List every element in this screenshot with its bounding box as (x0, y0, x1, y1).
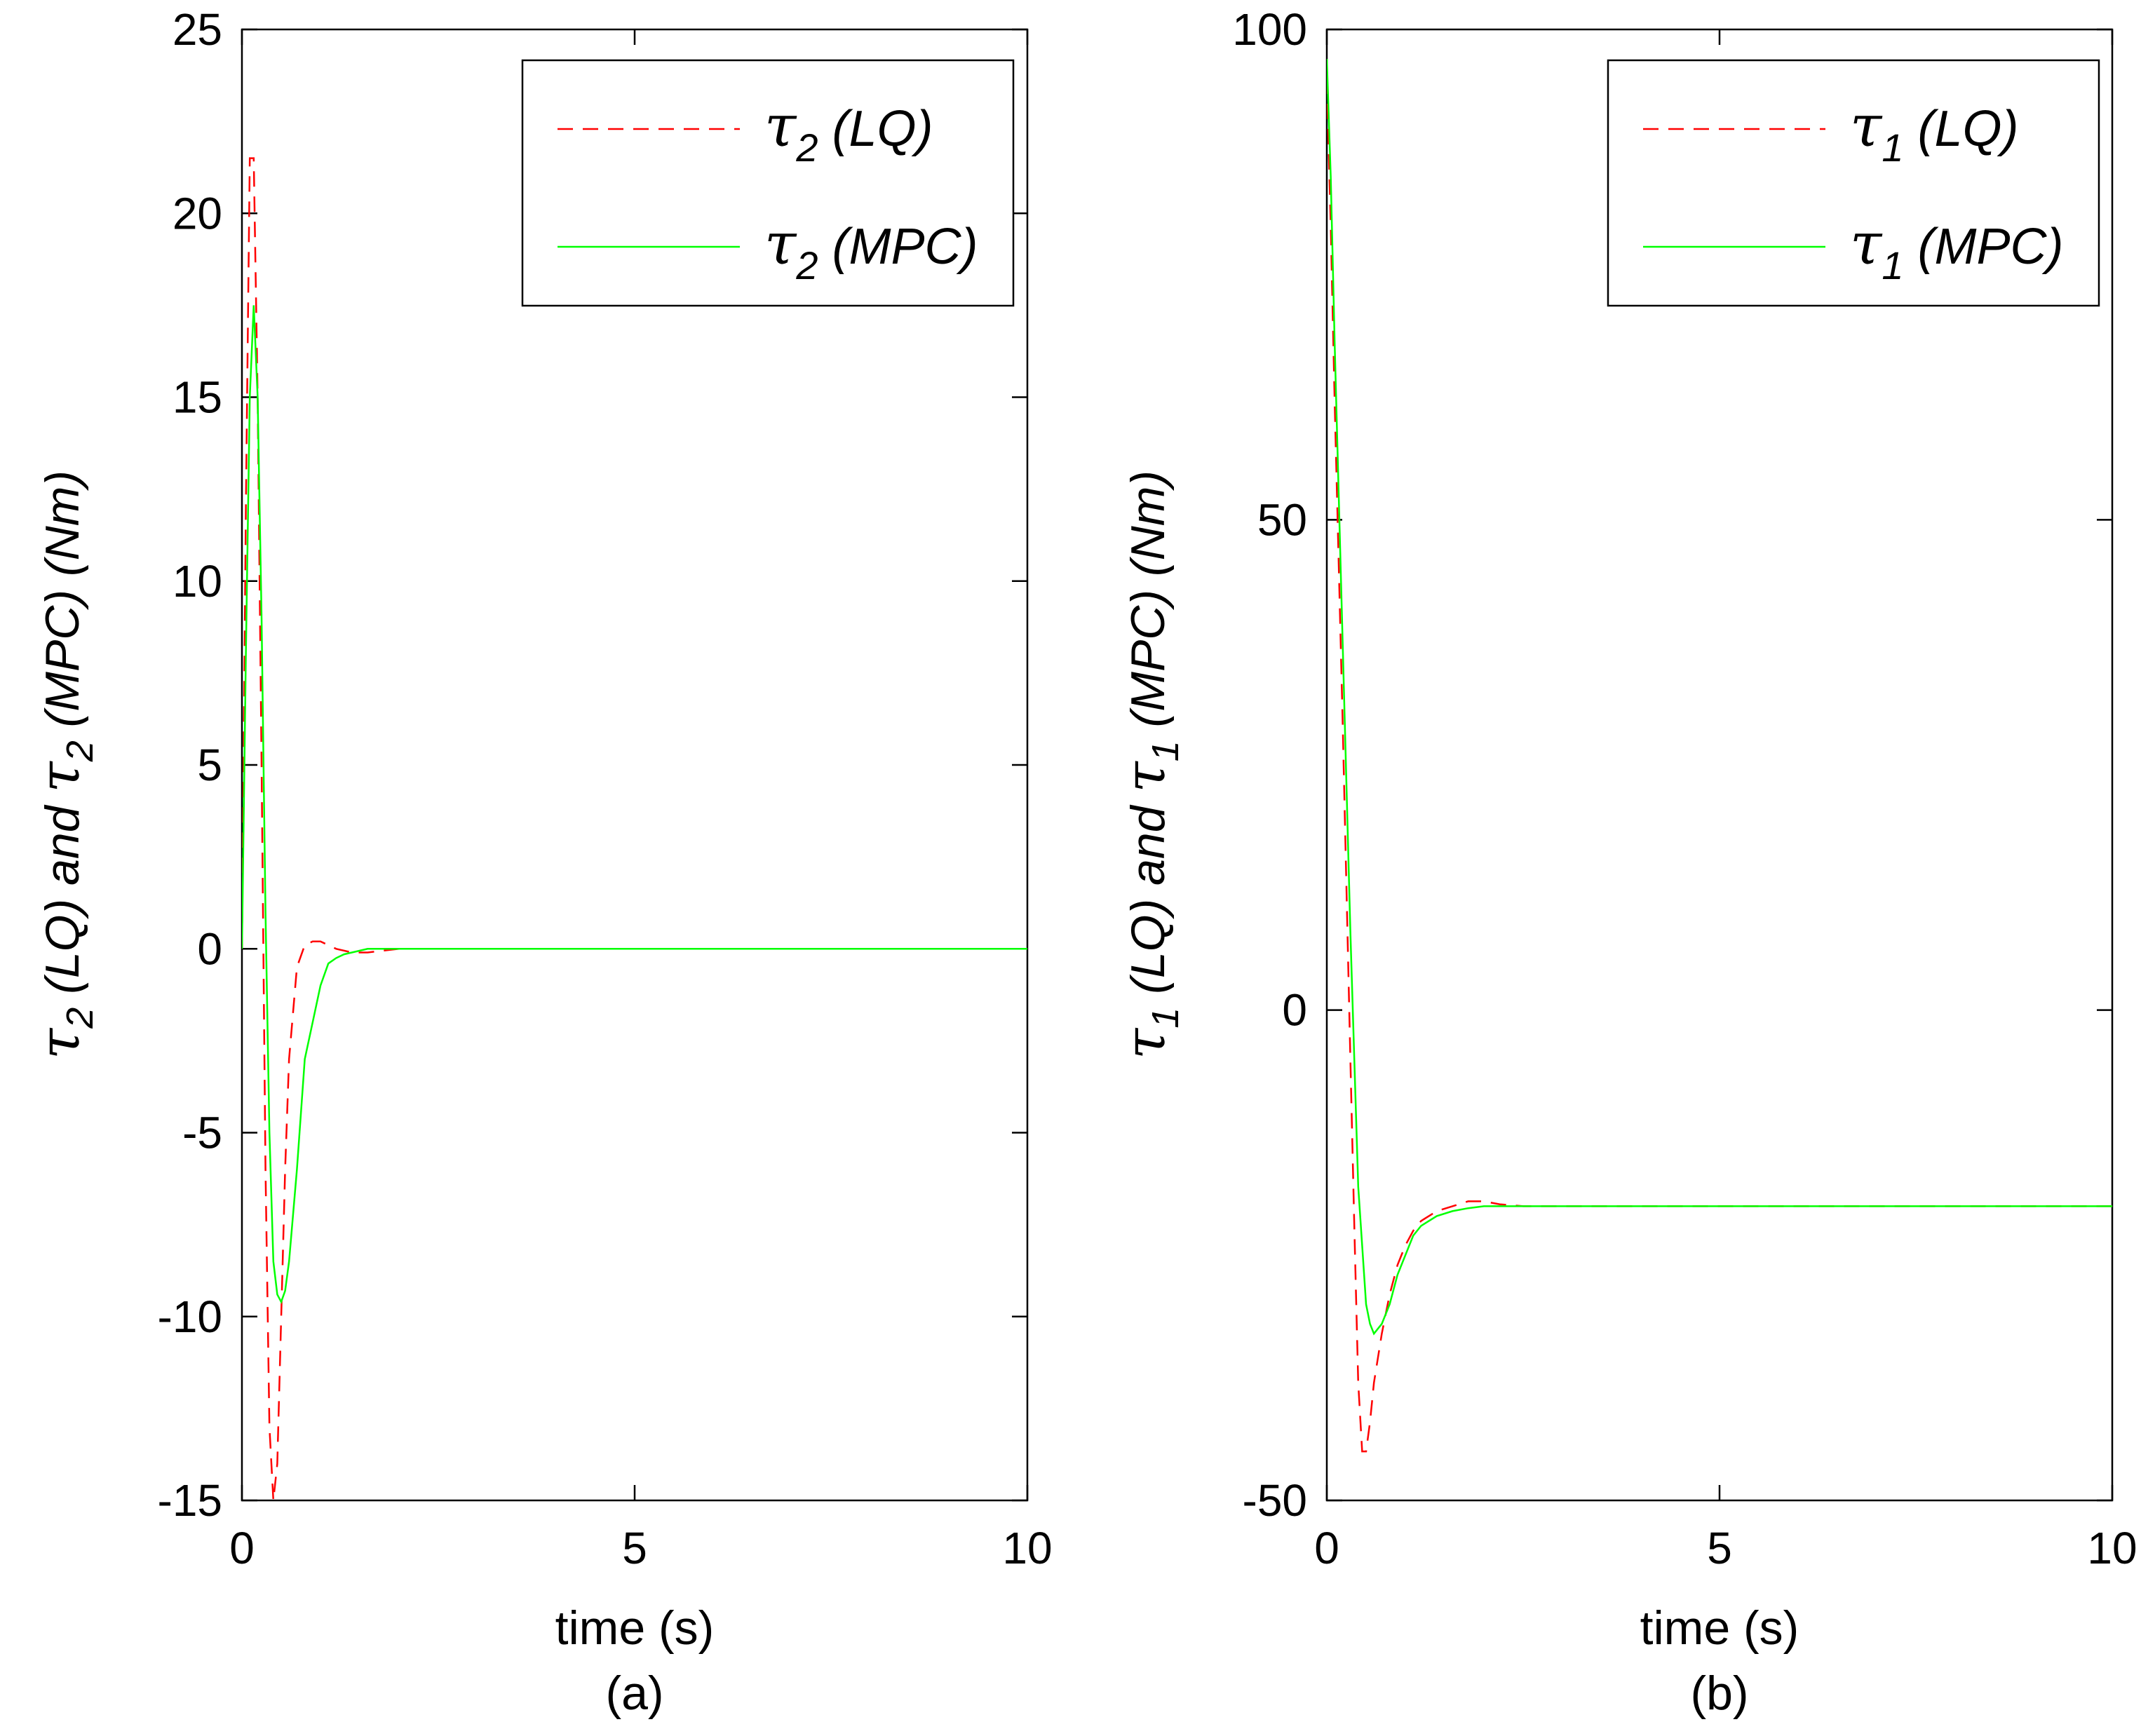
y-tick-label: 20 (173, 188, 222, 238)
y-tick-label: -5 (182, 1108, 222, 1158)
legend-label-lq: τ2 (LQ) (764, 93, 933, 170)
y-tick-label: 15 (173, 372, 222, 423)
panel-sublabel: (b) (1690, 1667, 1748, 1720)
x-tick-label: 5 (622, 1523, 647, 1573)
y-tick-label: -50 (1243, 1475, 1308, 1526)
panel-sublabel: (a) (605, 1667, 663, 1720)
x-tick-label: 0 (229, 1523, 255, 1573)
x-axis-label: time (s) (555, 1601, 715, 1655)
legend-label-mpc: τ1 (MPC) (1850, 211, 2063, 287)
x-tick-label: 10 (1002, 1523, 1052, 1573)
series-line-mpc (242, 305, 1027, 1304)
y-tick-label: -10 (158, 1291, 223, 1342)
x-tick-label: 10 (2087, 1523, 2137, 1573)
y-axis-label: τ1 (LQ) and τ1 (MPC) (Nm) (1112, 470, 1187, 1059)
y-tick-label: 0 (1282, 985, 1307, 1036)
x-axis-label: time (s) (1640, 1601, 1799, 1655)
legend-label-lq: τ1 (LQ) (1850, 93, 2019, 170)
y-axis-label: τ2 (LQ) and τ2 (MPC) (Nm) (27, 470, 101, 1059)
y-tick-label: 0 (197, 923, 222, 974)
series-line-mpc (1327, 58, 2112, 1336)
y-tick-label: 5 (197, 740, 222, 790)
chart-panel-a: 0 5 10 -15 -10 -5 0 5 10 15 20 25 τ2 (LQ) τ2 (MPC) tim… (27, 4, 1053, 1720)
y-tick-label: -15 (158, 1475, 223, 1526)
legend: τ1 (LQ) τ1 (MPC) (1607, 59, 2100, 307)
y-tick-label: 50 (1257, 494, 1307, 545)
x-tick-label: 5 (1707, 1523, 1732, 1573)
y-tick-label: 10 (173, 556, 222, 606)
y-tick-label: 25 (173, 4, 222, 55)
legend-box (1607, 59, 2100, 307)
legend: τ2 (LQ) τ2 (MPC) (521, 59, 1015, 307)
x-tick-label: 0 (1314, 1523, 1339, 1573)
legend-label-mpc: τ2 (MPC) (764, 211, 978, 287)
y-tick-label: 100 (1232, 4, 1307, 55)
legend-box (521, 59, 1015, 307)
